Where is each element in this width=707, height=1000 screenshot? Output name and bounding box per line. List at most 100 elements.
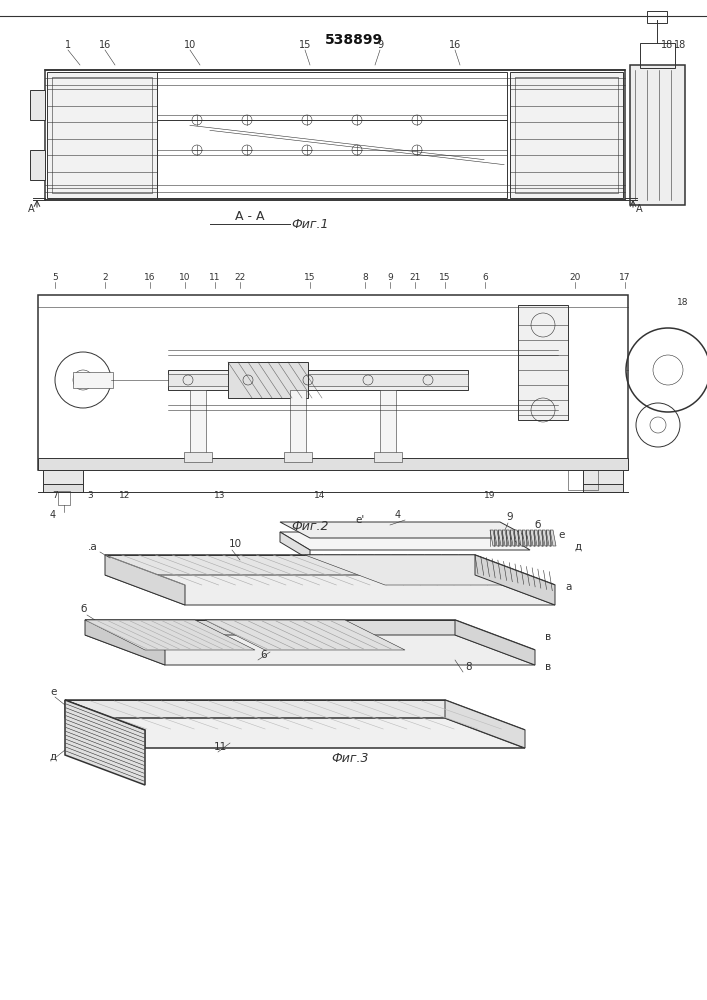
Bar: [38, 295, 628, 470]
Text: 5: 5: [52, 273, 58, 282]
Bar: [515, 77, 618, 193]
Text: 4: 4: [395, 510, 401, 520]
Text: 9: 9: [387, 273, 393, 282]
Text: д: д: [50, 752, 57, 762]
Bar: [510, 72, 623, 198]
Text: 9: 9: [377, 40, 383, 50]
Polygon shape: [522, 530, 528, 546]
Polygon shape: [105, 555, 185, 605]
Text: б: б: [534, 520, 541, 530]
Text: 18: 18: [674, 40, 686, 50]
Polygon shape: [105, 555, 555, 585]
Polygon shape: [85, 635, 535, 665]
Bar: [374, 452, 402, 462]
Bar: [73, 372, 113, 388]
Text: 11: 11: [209, 273, 221, 282]
Text: 7: 7: [52, 491, 58, 500]
Polygon shape: [518, 530, 524, 546]
Polygon shape: [510, 530, 516, 546]
Polygon shape: [65, 700, 445, 718]
Text: 15: 15: [304, 273, 316, 282]
Text: 2: 2: [103, 273, 107, 282]
Text: 16: 16: [144, 273, 156, 282]
Text: 18: 18: [661, 40, 673, 50]
Polygon shape: [490, 530, 496, 546]
Polygon shape: [65, 718, 525, 748]
Polygon shape: [85, 620, 165, 665]
Bar: [630, 65, 685, 205]
Text: 15: 15: [299, 40, 311, 50]
Bar: [45, 70, 625, 200]
Text: в: в: [545, 662, 551, 672]
Text: А - А: А - А: [235, 210, 264, 223]
Bar: [30, 150, 45, 180]
Text: 8: 8: [362, 273, 368, 282]
Bar: [52, 77, 152, 193]
Text: 11: 11: [214, 742, 227, 752]
Polygon shape: [546, 530, 552, 546]
Polygon shape: [105, 575, 555, 605]
Bar: [43, 484, 83, 492]
Text: 14: 14: [644, 0, 656, 2]
Text: Фиг.2: Фиг.2: [291, 520, 329, 533]
Text: Фиг.3: Фиг.3: [332, 752, 369, 765]
Polygon shape: [305, 555, 555, 585]
Bar: [380, 390, 396, 458]
Polygon shape: [534, 530, 540, 546]
Text: 13: 13: [214, 491, 226, 500]
Text: Фиг.1: Фиг.1: [291, 218, 329, 231]
Bar: [228, 362, 308, 398]
Polygon shape: [280, 532, 310, 560]
Bar: [157, 72, 507, 198]
Text: .а: .а: [88, 542, 98, 552]
Text: 9: 9: [507, 512, 513, 522]
Text: 19: 19: [484, 491, 496, 500]
Polygon shape: [506, 530, 512, 546]
Text: в: в: [545, 632, 551, 642]
Bar: [518, 305, 568, 420]
Polygon shape: [514, 530, 520, 546]
Text: 12: 12: [119, 491, 131, 500]
Text: 3: 3: [87, 491, 93, 500]
Bar: [284, 452, 312, 462]
Text: А: А: [636, 204, 643, 214]
Polygon shape: [502, 530, 508, 546]
Polygon shape: [85, 620, 535, 650]
Text: 10: 10: [228, 539, 242, 549]
Text: 14: 14: [315, 491, 326, 500]
Polygon shape: [530, 530, 536, 546]
Text: 16: 16: [99, 40, 111, 50]
Polygon shape: [205, 620, 405, 650]
Polygon shape: [280, 532, 530, 550]
Text: 6: 6: [260, 650, 267, 660]
Polygon shape: [542, 530, 548, 546]
Text: А: А: [28, 204, 35, 214]
Text: 17: 17: [619, 273, 631, 282]
Polygon shape: [498, 530, 504, 546]
Text: 21: 21: [409, 273, 421, 282]
Bar: [184, 452, 212, 462]
Bar: [47, 72, 157, 198]
Text: 538899: 538899: [325, 33, 383, 47]
Text: д: д: [574, 542, 582, 552]
Bar: [190, 390, 206, 458]
Polygon shape: [85, 620, 455, 635]
Polygon shape: [538, 530, 544, 546]
Bar: [168, 374, 468, 386]
Text: 1: 1: [65, 40, 71, 50]
Text: е: е: [50, 687, 57, 697]
Text: 16: 16: [449, 40, 461, 50]
Polygon shape: [65, 700, 145, 748]
Bar: [583, 470, 623, 485]
Text: б: б: [80, 604, 86, 614]
Polygon shape: [445, 700, 525, 748]
Text: 10: 10: [180, 273, 191, 282]
Text: а: а: [565, 582, 571, 592]
Bar: [58, 491, 70, 505]
Bar: [568, 470, 598, 490]
Polygon shape: [65, 700, 525, 730]
Text: 6: 6: [482, 273, 488, 282]
Polygon shape: [455, 620, 535, 665]
Polygon shape: [550, 530, 556, 546]
Text: е': е': [356, 515, 365, 525]
